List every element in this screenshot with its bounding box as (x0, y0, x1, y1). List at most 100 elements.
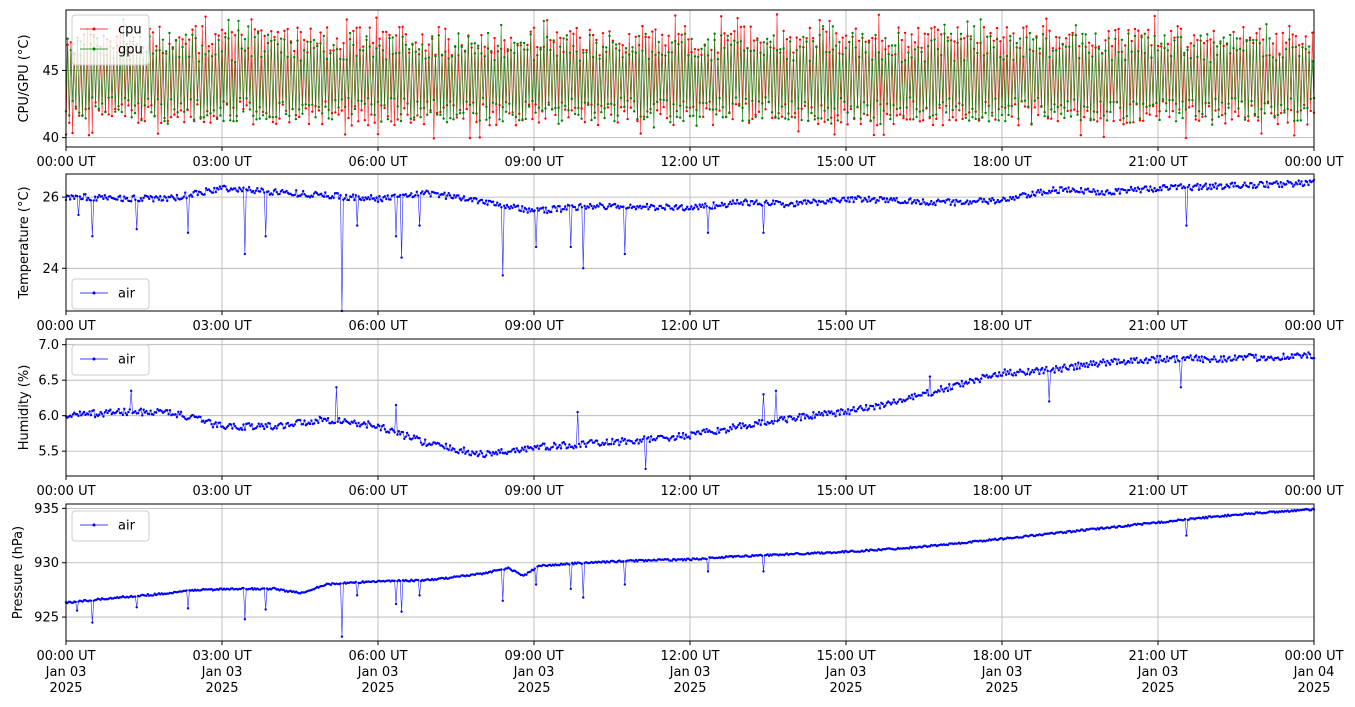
data-point (991, 374, 994, 378)
data-point (1057, 191, 1061, 195)
data-point (856, 105, 859, 109)
data-point (948, 118, 951, 122)
data-point (622, 205, 625, 208)
data-point (600, 111, 603, 114)
data-point (301, 189, 305, 193)
data-point (781, 202, 785, 205)
data-point (583, 121, 587, 124)
data-point (247, 46, 250, 50)
data-point (1196, 359, 1199, 362)
data-point (1261, 38, 1265, 41)
data-point (1175, 354, 1178, 358)
x-tick-label: Jan 03 (981, 665, 1023, 680)
data-point (1193, 355, 1196, 359)
data-point (549, 48, 552, 52)
data-point (365, 197, 369, 201)
data-point (271, 193, 274, 196)
data-point (927, 394, 930, 397)
data-point (672, 208, 675, 211)
data-point (1222, 355, 1226, 358)
data-point (274, 188, 277, 191)
data-point (427, 43, 431, 46)
data-point (833, 412, 836, 415)
data-point (1185, 534, 1188, 537)
data-point (693, 55, 697, 58)
data-point (75, 609, 79, 612)
data-point (210, 55, 214, 58)
data-point (887, 53, 890, 56)
data-point (450, 55, 454, 58)
data-point (1057, 369, 1061, 372)
data-point (252, 114, 255, 117)
data-point (330, 118, 334, 121)
data-point (97, 107, 101, 111)
data-point (618, 49, 621, 52)
data-point (480, 52, 483, 55)
data-point (279, 37, 283, 40)
data-point (938, 390, 941, 393)
data-point (84, 117, 87, 120)
data-point (948, 383, 951, 386)
data-point (519, 209, 523, 213)
data-point (138, 409, 141, 412)
data-point (1208, 183, 1212, 186)
data-point (961, 385, 965, 388)
data-point (977, 117, 981, 121)
data-point (1127, 32, 1130, 35)
data-point (1154, 361, 1158, 364)
data-point (404, 33, 408, 36)
data-point (1161, 359, 1165, 363)
data-point (1161, 98, 1165, 101)
data-point (525, 208, 528, 211)
data-point (854, 27, 858, 30)
data-point (918, 120, 922, 123)
data-point (335, 386, 338, 389)
data-point (925, 106, 928, 109)
data-point (356, 224, 359, 227)
data-point (1219, 183, 1223, 186)
x-tick-label: 00:00 UT (36, 319, 95, 334)
data-point (852, 405, 855, 409)
data-point (354, 580, 358, 584)
data-point (1298, 354, 1302, 357)
data-point (933, 38, 936, 41)
data-point (683, 25, 687, 28)
data-point (334, 111, 337, 114)
data-point (724, 431, 728, 434)
x-tick-label: 12:00 UT (660, 155, 719, 170)
data-point (1013, 103, 1017, 106)
data-point (202, 116, 206, 119)
data-point (1142, 361, 1145, 365)
data-point (203, 193, 206, 196)
data-point (811, 36, 815, 40)
data-point (566, 446, 570, 449)
data-point (1004, 373, 1008, 376)
data-point (404, 435, 407, 438)
data-point (1064, 45, 1068, 48)
data-point (867, 195, 871, 199)
data-point (222, 100, 225, 103)
data-point (1139, 359, 1142, 362)
data-point (117, 108, 120, 111)
data-point (603, 116, 606, 120)
data-point (217, 188, 220, 191)
data-point (801, 202, 804, 205)
data-point (1158, 118, 1161, 122)
data-point (219, 114, 222, 117)
data-point (841, 36, 844, 39)
data-point (125, 413, 129, 417)
legend-label: cpu (118, 23, 142, 38)
data-point (767, 100, 771, 104)
data-point (964, 116, 968, 120)
data-point (1270, 105, 1273, 108)
data-point (1071, 31, 1074, 35)
data-point (872, 116, 876, 119)
x-tick-label: 06:00 UT (348, 649, 407, 664)
data-point (1303, 184, 1306, 187)
data-point (329, 583, 333, 587)
data-point (465, 100, 468, 103)
data-point (337, 113, 340, 116)
data-point (67, 194, 70, 198)
data-point (376, 100, 380, 103)
